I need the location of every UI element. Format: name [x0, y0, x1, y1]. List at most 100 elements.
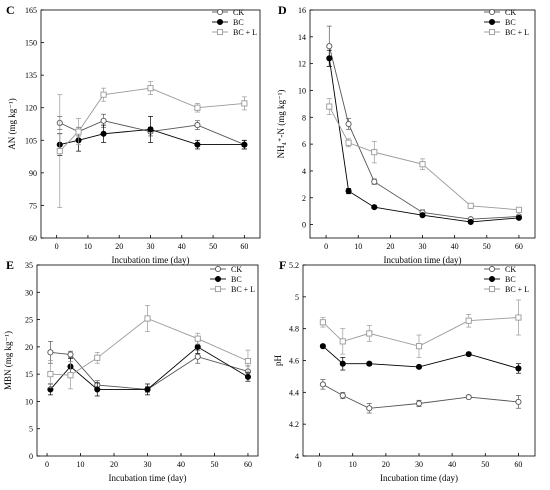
y-tick-label: 105: [25, 136, 37, 145]
series-bc: [56, 116, 248, 156]
data-point: [100, 130, 107, 137]
series-bc-l: [326, 98, 522, 213]
x-tick-label: 20: [386, 242, 394, 251]
plot-frame: [302, 264, 536, 457]
x-tick-label: 40: [178, 242, 186, 251]
chart-panel-c: C 0 10 20 30 40 50 60 60 75 90 105 120 135 150 165 Incub…: [6, 3, 261, 265]
panel-label: D: [278, 3, 287, 17]
data-point: [339, 360, 346, 367]
data-point: [147, 126, 154, 133]
y-tick-label: 8: [302, 113, 306, 122]
y-tick-label: 35: [25, 261, 33, 270]
y-tick-label: 0: [29, 452, 33, 461]
series-bc-l: [56, 81, 248, 208]
legend-marker: [214, 275, 222, 283]
data-point: [100, 91, 107, 98]
legend-marker: [488, 265, 496, 273]
data-point: [419, 161, 426, 168]
x-axis-title: Incubation time (day): [112, 255, 190, 265]
y-tick-label: 12: [298, 60, 306, 69]
data-point: [194, 353, 201, 360]
x-tick-label: 50: [483, 242, 491, 251]
x-tick-label: 60: [244, 460, 252, 469]
x-tick-label: 60: [514, 460, 522, 469]
y-tick-label: 5.2: [289, 261, 299, 270]
panel-label: F: [279, 258, 286, 272]
y-tick-label: 15: [25, 370, 33, 379]
data-point: [366, 330, 373, 337]
series-line: [322, 384, 519, 409]
series-line: [328, 46, 519, 220]
legend-label: BC: [505, 275, 516, 284]
y-tick-label: 4.4: [289, 388, 299, 397]
legend-label: BC: [233, 18, 244, 27]
data-point: [371, 204, 378, 211]
series-line: [59, 120, 245, 146]
x-tick-label: 0: [45, 460, 49, 469]
data-point: [339, 338, 346, 345]
y-tick-label: 25: [25, 316, 33, 325]
legend-marker: [488, 28, 496, 36]
data-point: [241, 100, 248, 107]
y-tick-label: 5: [295, 293, 299, 302]
series-line: [328, 106, 519, 211]
data-point: [194, 335, 201, 342]
x-tick-label: 10: [349, 460, 357, 469]
y-tick-label: 2: [302, 194, 306, 203]
legend-label: BC + L: [233, 28, 257, 37]
series-line: [50, 317, 249, 376]
chart-panel-d: D 0 10 20 30 40 50 60 0 2 4 6 8 10 12 14 16 Incubation ti…: [276, 3, 536, 265]
x-axis-title: Incubation time (day): [384, 255, 462, 265]
y-tick-label: 150: [25, 39, 37, 48]
data-point: [94, 386, 101, 393]
y-tick-label: 4: [295, 452, 299, 461]
data-point: [100, 117, 107, 124]
y-tick-label: 135: [25, 71, 37, 80]
data-point: [194, 141, 201, 148]
data-point: [345, 120, 352, 128]
y-tick-label: 75: [29, 201, 37, 210]
data-point: [465, 317, 472, 324]
x-axis-title: Incubation time (day): [109, 473, 187, 483]
x-tick-label: 0: [318, 460, 322, 469]
data-point: [515, 314, 522, 321]
x-tick-label: 20: [115, 242, 123, 251]
data-point: [515, 206, 522, 213]
data-point: [345, 188, 352, 195]
series-bc: [319, 343, 522, 374]
data-point: [345, 139, 352, 146]
data-point: [144, 315, 151, 322]
y-axis-title: pH: [273, 355, 283, 367]
x-tick-label: 60: [515, 242, 523, 251]
chart-panel-e: E 0 10 20 30 40 50 60 0 5 10 15 20 25 30 35 Incubation t…: [3, 258, 259, 483]
y-tick-label: 120: [25, 104, 37, 113]
legend-label: BC: [505, 18, 516, 27]
legend-marker: [488, 275, 496, 283]
data-point: [319, 319, 326, 326]
data-point: [94, 354, 101, 361]
x-tick-label: 20: [110, 460, 118, 469]
x-tick-label: 0: [55, 242, 59, 251]
data-point: [144, 386, 151, 393]
y-tick-label: 60: [29, 234, 37, 243]
series-line: [328, 58, 519, 223]
x-tick-label: 40: [448, 460, 456, 469]
legend-marker: [216, 18, 224, 26]
panel-label: E: [6, 258, 14, 272]
legend-marker: [216, 8, 224, 16]
x-tick-label: 50: [210, 460, 218, 469]
x-tick-label: 0: [324, 242, 328, 251]
data-point: [326, 55, 333, 62]
y-axis-title: NH₄⁺-N (mg kg⁻¹): [276, 90, 286, 159]
plot-frame: [309, 9, 536, 239]
x-axis-title: Incubation time (day): [380, 473, 458, 483]
legend-label: CK: [505, 8, 516, 17]
y-tick-label: 4.8: [289, 325, 299, 334]
data-point: [415, 363, 423, 370]
data-point: [241, 141, 248, 148]
data-point: [56, 148, 63, 155]
